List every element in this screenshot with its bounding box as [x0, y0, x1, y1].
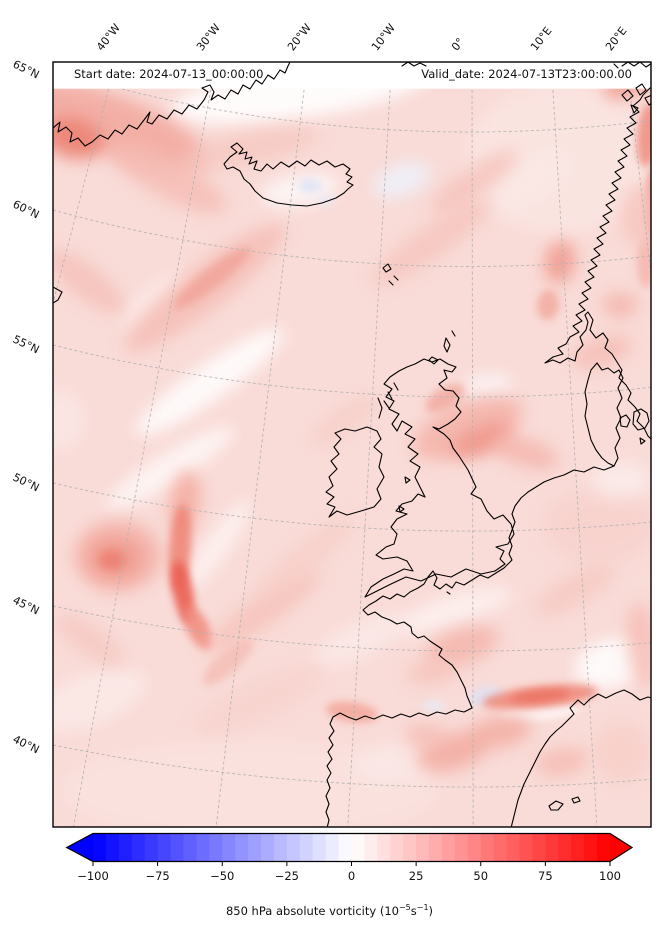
colorbar-tick-label: 0 [347, 869, 356, 883]
caption-exponent-1: −5 [398, 903, 411, 912]
colorbar-tick-label: −25 [274, 869, 300, 883]
caption-exponent-2: −1 [416, 903, 429, 912]
caption-mid: s [410, 903, 417, 918]
start-date-text: Start date: 2024-07-13_00:00:00 [74, 67, 264, 81]
colorbar-tick-label: 25 [408, 869, 424, 883]
colorbar-tick-label: −100 [77, 869, 109, 883]
vorticity-field [53, 62, 651, 827]
colorbar-tick-label: −75 [145, 869, 170, 883]
coastlines [53, 62, 651, 827]
valid-date-text: Valid_date: 2024-07-13T23:00:00.00 [421, 67, 632, 81]
colorbar-tick-label: 50 [473, 869, 489, 883]
colorbar [65, 832, 634, 866]
colorbar-caption: 850 hPa absolute vorticity (10−5s−1) [0, 903, 659, 918]
colorbar-tick-label: 100 [599, 869, 621, 883]
colorbar-tick-label: −50 [210, 869, 235, 883]
colorbar-tick-label: 75 [538, 869, 553, 883]
header-band [53, 62, 651, 89]
caption-suffix: ) [428, 903, 434, 918]
map-frame [52, 61, 652, 828]
caption-prefix: 850 hPa absolute vorticity (10 [225, 903, 399, 918]
graticule-grid [53, 62, 651, 827]
